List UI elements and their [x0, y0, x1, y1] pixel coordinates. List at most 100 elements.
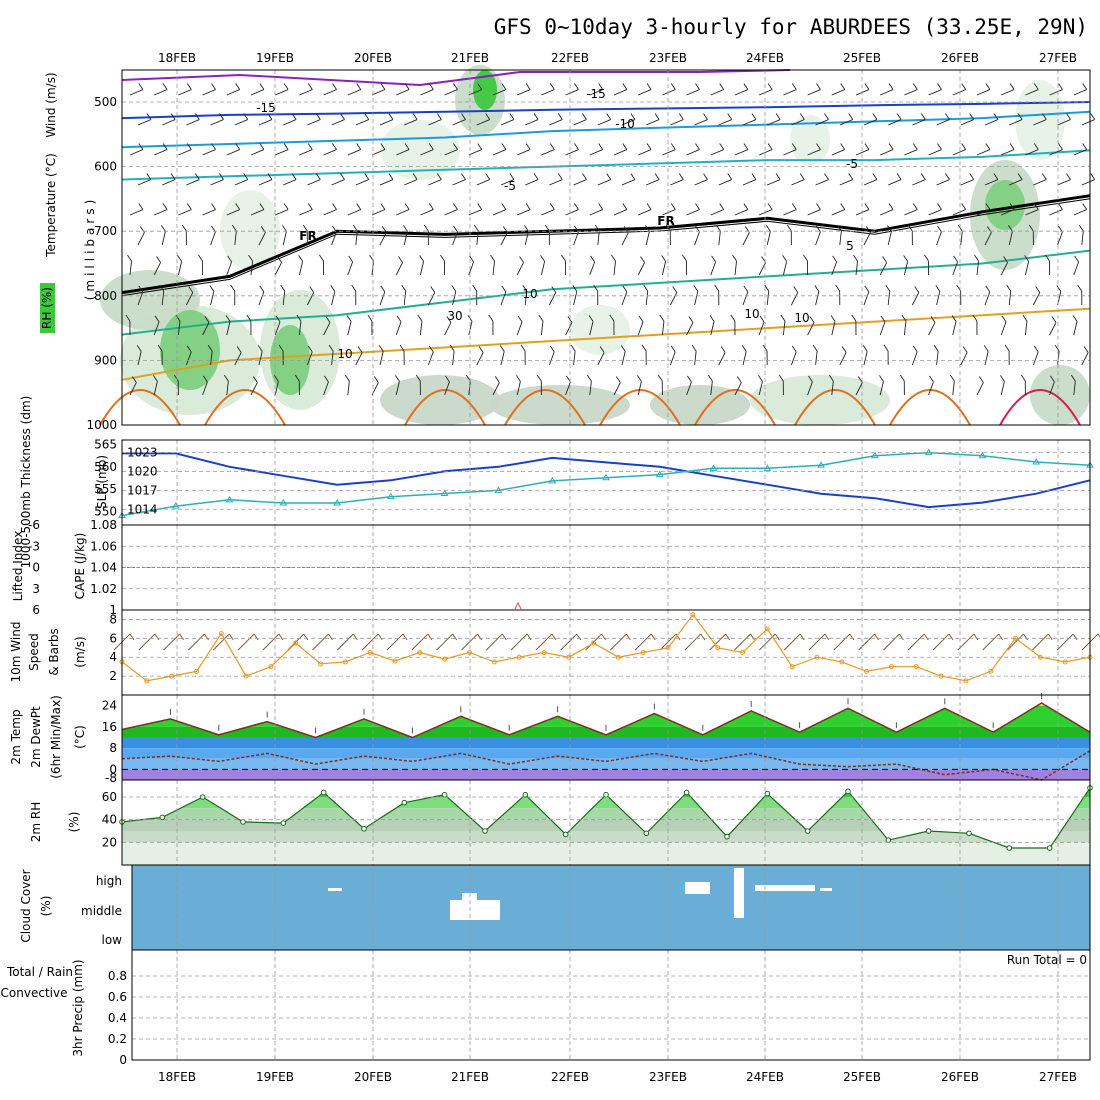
wind-barb-flag — [138, 83, 144, 90]
wind-barb-flag — [356, 143, 362, 150]
wind-barb — [936, 291, 941, 306]
wind-barb-flag — [962, 346, 968, 353]
wind-barb-flag — [404, 83, 410, 90]
wind-barb — [331, 291, 336, 306]
wind10-speed-line — [121, 613, 1091, 682]
wind-barb — [613, 89, 628, 96]
wind-barb — [573, 119, 587, 126]
cape-axis-label: CAPE (J/kg) — [73, 533, 87, 600]
wind-barb-flag — [743, 203, 749, 210]
wind-barb — [178, 89, 192, 96]
surface-wind-barb — [709, 633, 727, 651]
wind-barb — [541, 209, 555, 216]
wind-barb-flag — [949, 374, 955, 382]
wind-barb — [153, 321, 160, 336]
surface-wind-barb — [684, 633, 702, 651]
surface-wind-barb — [535, 633, 553, 651]
wind-barb — [323, 149, 337, 156]
wind-barb-flag — [907, 224, 913, 232]
wind-barb — [275, 149, 289, 156]
wind-barb-flag — [775, 173, 781, 180]
wind-barb-flag — [622, 285, 628, 293]
wind-barb-flag — [325, 316, 331, 323]
wind-barb-flag — [1054, 344, 1060, 352]
slp-axis-label: SLP (mb) — [95, 455, 109, 509]
temperature-band — [122, 758, 1090, 770]
wind-barb-flag — [688, 316, 694, 323]
wind-barb-flag — [695, 203, 700, 210]
surface-wind-barb — [461, 633, 478, 651]
surface-wind-barb — [585, 633, 602, 651]
wind-barb — [831, 261, 838, 276]
wind-barb-flag — [638, 315, 644, 323]
wind-barb-flag — [436, 173, 442, 180]
wind-barb — [904, 209, 918, 216]
wind-barb-flag — [159, 284, 165, 292]
wind-barb — [960, 231, 963, 246]
wind-barb — [355, 231, 358, 246]
wind-barb — [1032, 292, 1041, 306]
rh-point — [845, 788, 851, 795]
wind10-speed-point — [268, 664, 274, 670]
wind-barb — [234, 179, 248, 186]
wind-barb — [807, 209, 821, 216]
wind10-axis-label: 10m Wind — [9, 622, 23, 683]
contour-label: 10 — [744, 307, 759, 321]
lifted-index-tick-label: 6 — [32, 603, 40, 617]
wind-barb — [936, 119, 950, 126]
wind-barb-flag — [953, 255, 958, 263]
wind-barb-flag — [309, 286, 315, 293]
wind-barb-flag — [188, 286, 194, 293]
wind-barb-flag — [551, 286, 557, 293]
wind-barb-flag — [557, 113, 563, 120]
wind-barb — [202, 322, 210, 336]
wind10-speed-point — [913, 664, 919, 670]
wind-barb — [323, 89, 337, 96]
wind-barb — [880, 149, 894, 156]
wind-barb-flag — [516, 375, 521, 382]
precip-convective-label: Convective — [1, 986, 68, 1000]
wind-barb — [137, 119, 152, 126]
wind-barb-flag — [775, 113, 781, 120]
wind-barb — [420, 149, 434, 156]
wind-barb — [815, 119, 829, 126]
wind-barb — [202, 209, 216, 216]
wind-barb — [307, 119, 321, 126]
wind-barb — [517, 149, 531, 156]
rh-point — [764, 790, 771, 797]
surface-wind-barb-flag — [824, 633, 830, 641]
rh-point — [240, 819, 246, 825]
wind-barb — [880, 89, 894, 96]
wind-barb-flag — [157, 344, 163, 352]
wind-barb-flag — [622, 143, 628, 150]
wind-barb — [379, 291, 386, 306]
wind-barb — [234, 119, 248, 126]
top-date-label: 25FEB — [843, 51, 881, 65]
wind-barb — [1049, 89, 1063, 96]
wind-barb — [767, 119, 781, 126]
top-date-label: 18FEB — [158, 51, 196, 65]
wind-barb — [1081, 179, 1095, 186]
wind-barb-flag — [622, 203, 628, 210]
wind-barb-flag — [912, 203, 918, 210]
cape-marker — [514, 601, 522, 610]
wind-barb-flag — [835, 284, 841, 292]
wind-barb — [790, 292, 799, 306]
wind-barb-flag — [935, 285, 941, 292]
precip-tick-label: 0.4 — [108, 1011, 127, 1025]
wind-barb — [452, 231, 458, 246]
wind-barb-flag — [259, 83, 265, 90]
surface-wind-barb-flag — [526, 633, 532, 641]
wind-barb — [638, 149, 652, 156]
wind-barb — [734, 149, 749, 156]
wind-barb — [855, 382, 863, 396]
rh-point — [401, 799, 408, 806]
wind-barb — [638, 209, 652, 216]
warm-isotherm-arc — [99, 389, 181, 426]
wind-barb-flag — [606, 113, 612, 120]
cloud-level-label: low — [102, 933, 123, 947]
wind-barb-flag — [364, 173, 370, 180]
wind-barb-flag — [533, 173, 539, 180]
wind10-speed-point — [392, 658, 398, 664]
wind10-speed-point — [367, 650, 373, 655]
